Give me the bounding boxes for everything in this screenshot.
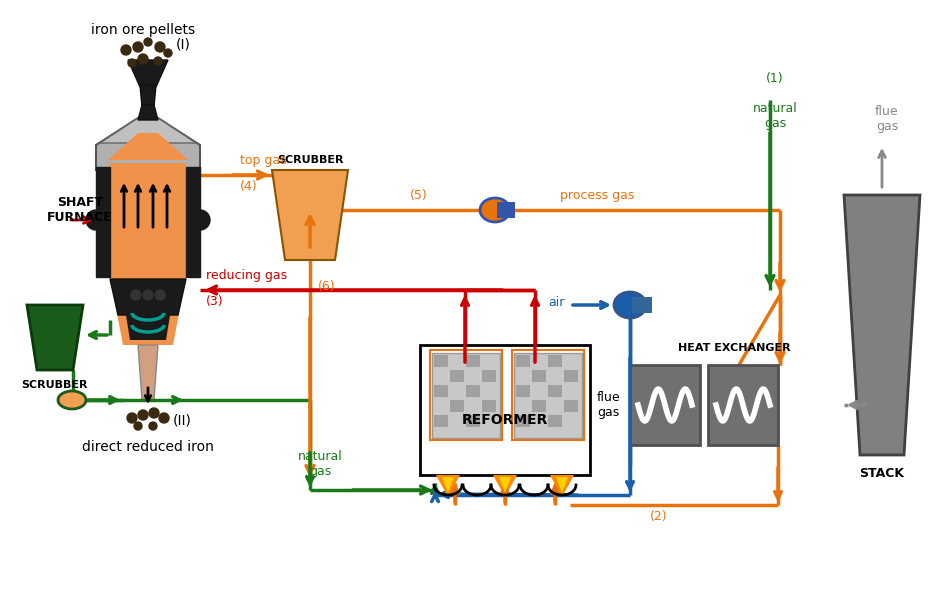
Bar xyxy=(96,167,110,277)
Circle shape xyxy=(190,210,210,230)
Bar xyxy=(450,370,464,382)
Text: top gas: top gas xyxy=(240,154,287,167)
Polygon shape xyxy=(110,277,186,345)
Text: REFORMER: REFORMER xyxy=(462,413,548,427)
Text: natural
gas: natural gas xyxy=(752,102,798,130)
Text: (4): (4) xyxy=(240,180,258,193)
Bar xyxy=(434,385,448,397)
Ellipse shape xyxy=(480,198,510,222)
Text: iron ore pellets: iron ore pellets xyxy=(91,23,195,37)
Bar xyxy=(708,365,778,445)
Bar xyxy=(466,355,480,367)
Text: HEAT EXCHANGER: HEAT EXCHANGER xyxy=(678,343,790,353)
Circle shape xyxy=(138,54,148,64)
Bar xyxy=(186,167,200,277)
Circle shape xyxy=(155,42,165,52)
Polygon shape xyxy=(556,477,568,493)
Circle shape xyxy=(149,408,159,418)
Bar xyxy=(430,350,502,440)
Polygon shape xyxy=(493,475,517,497)
Ellipse shape xyxy=(614,292,646,318)
Bar xyxy=(630,365,700,445)
Bar xyxy=(497,202,515,218)
Circle shape xyxy=(133,42,143,52)
Bar xyxy=(516,385,530,397)
Polygon shape xyxy=(124,303,172,340)
Bar xyxy=(516,355,530,367)
Bar xyxy=(450,400,464,412)
Bar xyxy=(512,350,584,440)
Bar xyxy=(482,370,496,382)
Circle shape xyxy=(128,59,136,67)
Bar xyxy=(420,345,590,475)
Text: reducing gas: reducing gas xyxy=(206,269,287,282)
Circle shape xyxy=(121,45,131,55)
Circle shape xyxy=(154,57,162,65)
Circle shape xyxy=(155,290,165,300)
Polygon shape xyxy=(96,118,200,170)
Polygon shape xyxy=(436,475,460,497)
Polygon shape xyxy=(138,105,158,120)
Polygon shape xyxy=(140,85,156,107)
Text: STACK: STACK xyxy=(859,467,904,480)
Polygon shape xyxy=(100,118,196,143)
Text: flue
gas: flue gas xyxy=(875,105,899,133)
Bar xyxy=(514,353,582,438)
Polygon shape xyxy=(550,475,574,497)
Circle shape xyxy=(143,290,153,300)
Text: (1): (1) xyxy=(767,72,784,85)
Text: direct reduced iron: direct reduced iron xyxy=(82,440,214,454)
Text: (6): (6) xyxy=(318,280,336,293)
Bar xyxy=(548,385,562,397)
Text: (II): (II) xyxy=(173,413,192,427)
Bar xyxy=(466,385,480,397)
Text: SHAFT
FURNACE: SHAFT FURNACE xyxy=(47,196,113,224)
Circle shape xyxy=(86,210,106,230)
Bar xyxy=(466,415,480,427)
Bar xyxy=(532,370,546,382)
Circle shape xyxy=(138,410,148,420)
Circle shape xyxy=(164,49,172,57)
Circle shape xyxy=(131,290,141,300)
Bar xyxy=(110,163,186,281)
Text: (2): (2) xyxy=(650,510,667,523)
Bar xyxy=(434,355,448,367)
Circle shape xyxy=(127,413,137,423)
Text: process gas: process gas xyxy=(560,189,634,202)
Text: flue
gas: flue gas xyxy=(597,391,620,419)
Circle shape xyxy=(134,422,142,430)
Text: SCRUBBER: SCRUBBER xyxy=(22,380,88,390)
Polygon shape xyxy=(128,60,168,87)
Ellipse shape xyxy=(58,391,86,409)
Bar xyxy=(432,353,500,438)
Bar xyxy=(632,297,652,313)
Text: SCRUBBER: SCRUBBER xyxy=(277,155,344,165)
Text: natural
gas: natural gas xyxy=(297,450,343,478)
Polygon shape xyxy=(27,305,83,370)
Polygon shape xyxy=(108,133,188,160)
Polygon shape xyxy=(138,345,158,400)
Polygon shape xyxy=(272,170,348,260)
Text: (3): (3) xyxy=(206,295,224,308)
Bar xyxy=(564,400,578,412)
Polygon shape xyxy=(844,195,920,455)
Bar xyxy=(548,415,562,427)
Text: (5): (5) xyxy=(410,189,428,202)
Bar xyxy=(516,415,530,427)
Polygon shape xyxy=(442,477,454,493)
Bar xyxy=(434,415,448,427)
Circle shape xyxy=(149,422,157,430)
Bar xyxy=(532,400,546,412)
Text: (I): (I) xyxy=(176,38,191,52)
Bar xyxy=(564,370,578,382)
Text: air: air xyxy=(548,296,565,310)
Polygon shape xyxy=(499,477,511,493)
Bar xyxy=(548,355,562,367)
Bar xyxy=(482,400,496,412)
Circle shape xyxy=(144,38,152,46)
Circle shape xyxy=(159,413,169,423)
Polygon shape xyxy=(110,279,186,315)
